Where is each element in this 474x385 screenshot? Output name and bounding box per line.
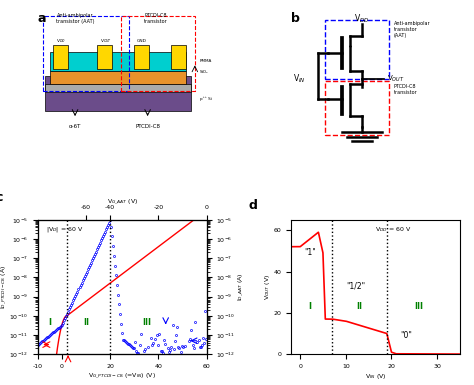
Text: |V$_D$| = 60 V: |V$_D$| = 60 V [46, 225, 84, 234]
Text: PTCDI-C8
transistor: PTCDI-C8 transistor [144, 13, 168, 24]
Text: α-6T: α-6T [69, 124, 81, 129]
X-axis label: V$_{IN}$ (V): V$_{IN}$ (V) [365, 372, 386, 381]
Text: V$_{DD}$: V$_{DD}$ [354, 13, 370, 25]
Text: V$_{OUT}$: V$_{OUT}$ [100, 37, 111, 45]
FancyBboxPatch shape [50, 71, 186, 84]
Text: "1": "1" [305, 248, 317, 257]
FancyBboxPatch shape [171, 45, 186, 69]
Text: "1/2": "1/2" [346, 281, 365, 290]
FancyBboxPatch shape [134, 45, 149, 69]
Text: III: III [414, 302, 423, 311]
FancyBboxPatch shape [53, 45, 68, 69]
Text: II: II [356, 302, 363, 311]
FancyBboxPatch shape [45, 84, 191, 92]
Text: "0": "0" [401, 331, 412, 340]
Text: Anti-ambipolar
transistor (AAT): Anti-ambipolar transistor (AAT) [56, 13, 94, 24]
Text: V$_{DD}$ = 60 V: V$_{DD}$ = 60 V [375, 225, 412, 234]
X-axis label: V$_{G\_PTCDI-C8}$ (=V$_{IN}$) (V): V$_{G\_PTCDI-C8}$ (=V$_{IN}$) (V) [88, 372, 156, 380]
FancyBboxPatch shape [97, 45, 112, 69]
Text: p⁺⁺ Si: p⁺⁺ Si [200, 97, 212, 101]
Text: I: I [48, 318, 52, 327]
Text: V$_{OUT}$: V$_{OUT}$ [387, 74, 405, 84]
Text: c: c [0, 191, 3, 204]
Text: I: I [308, 302, 311, 311]
Text: d: d [249, 199, 258, 212]
Text: PTCDI-C8: PTCDI-C8 [135, 124, 160, 129]
Text: a: a [38, 12, 46, 25]
Y-axis label: I$_{D\_PTCDI-C8}$ (A): I$_{D\_PTCDI-C8}$ (A) [0, 265, 8, 309]
Text: PTCDI-C8
transistor: PTCDI-C8 transistor [394, 84, 418, 95]
Text: II: II [83, 318, 89, 327]
X-axis label: V$_{G\_AAT}$ (V): V$_{G\_AAT}$ (V) [107, 197, 138, 206]
FancyBboxPatch shape [50, 52, 186, 71]
Text: V$_{DD}$: V$_{DD}$ [56, 37, 65, 45]
Text: PMMA: PMMA [200, 59, 212, 63]
Text: Anti-ambipolar
transistor
(AAT): Anti-ambipolar transistor (AAT) [394, 21, 430, 38]
Y-axis label: V$_{OUT}$ (V): V$_{OUT}$ (V) [263, 274, 272, 300]
Text: SiO₂: SiO₂ [200, 70, 209, 74]
Text: GND: GND [137, 39, 146, 44]
Text: V$_{IN}$: V$_{IN}$ [293, 72, 305, 85]
Text: b: b [291, 12, 300, 25]
Y-axis label: I$_{D\_AAT}$ (A): I$_{D\_AAT}$ (A) [237, 273, 246, 301]
Text: III: III [142, 318, 151, 327]
FancyBboxPatch shape [45, 76, 191, 111]
